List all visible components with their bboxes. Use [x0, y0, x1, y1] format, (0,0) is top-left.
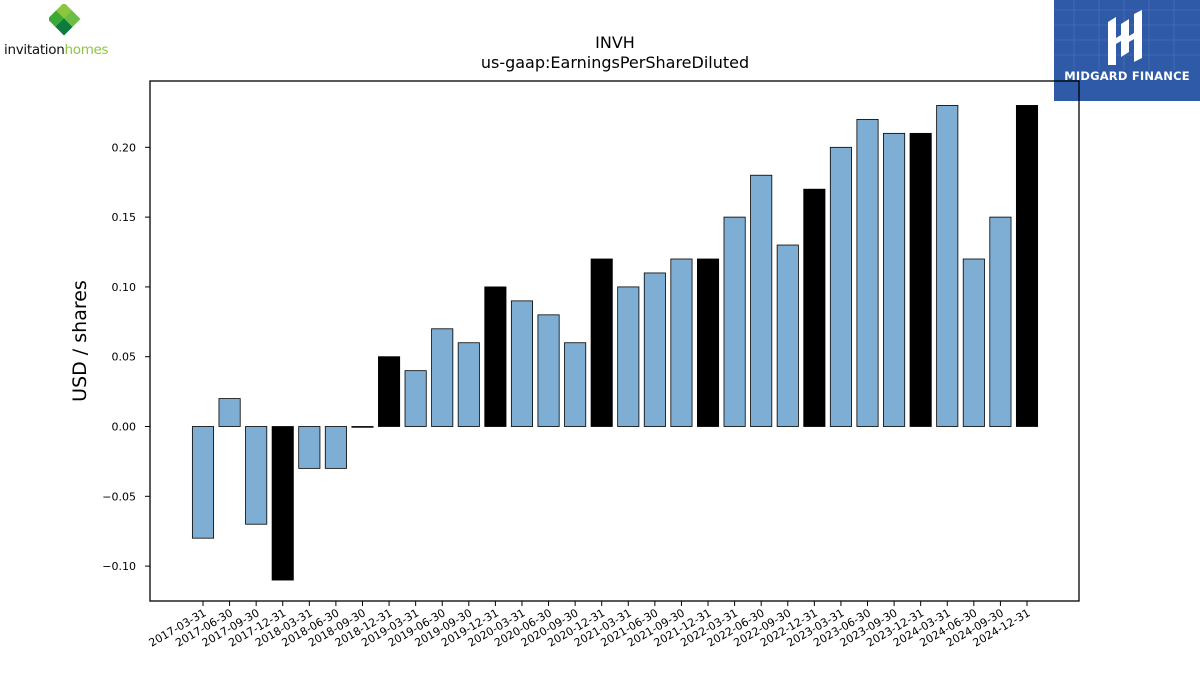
bar-2021-12-31 [697, 258, 720, 427]
bar-2019-09-30 [457, 342, 480, 427]
bar-2024-06-30 [962, 258, 985, 427]
plot-frame [149, 80, 1080, 602]
bar-2023-09-30 [883, 132, 906, 427]
bar-2017-09-30 [245, 426, 268, 525]
midgard-finance-logo: MIDGARD FINANCE [1054, 0, 1200, 101]
wordmark-homes: homes [64, 42, 109, 58]
bar-2022-03-31 [723, 216, 746, 427]
bar-2022-06-30 [750, 174, 773, 427]
y-tick-label: 0.20 [112, 141, 137, 154]
bar-2018-09-30 [351, 426, 374, 428]
bar-2019-03-31 [404, 370, 427, 427]
bar-2019-06-30 [431, 328, 454, 427]
bar-2019-12-31 [484, 286, 507, 427]
y-axis-ticks: −0.10 −0.05 0.00 0.05 0.10 0.15 0.20 [102, 141, 150, 573]
y-tick-label: 0.15 [112, 211, 137, 224]
bar-2018-12-31 [378, 356, 401, 427]
y-tick-label: 0.05 [112, 351, 137, 364]
bar-2021-06-30 [643, 272, 666, 427]
chart-title: INVH [595, 33, 635, 52]
bar-2024-09-30 [989, 216, 1012, 427]
invitation-homes-logo-mark-icon [49, 4, 81, 36]
invitation-homes-wordmark: invitationhomes [4, 42, 109, 58]
bar-2020-12-31 [590, 258, 613, 427]
bar-2017-12-31 [271, 426, 294, 581]
invitation-homes-logo: invitationhomes [4, 4, 134, 60]
bar-2021-09-30 [670, 258, 693, 427]
bar-2023-03-31 [829, 146, 852, 427]
chart-subtitle: us-gaap:EarningsPerShareDiluted [481, 53, 749, 72]
bar-2023-06-30 [856, 118, 879, 427]
wordmark-invitation: invitation [4, 42, 65, 58]
bar-2017-03-31 [191, 426, 215, 539]
bar-2024-12-31 [1015, 105, 1039, 427]
bar-2020-06-30 [537, 314, 560, 427]
y-tick-label: 0.10 [112, 281, 137, 294]
midgard-finance-wordmark: MIDGARD FINANCE [1064, 69, 1190, 83]
bar-2022-12-31 [803, 188, 826, 427]
midgard-finance-mark-icon [1054, 0, 1200, 70]
y-tick-label: −0.10 [102, 560, 136, 573]
bar-2020-03-31 [510, 300, 533, 427]
bar-2020-09-30 [564, 342, 587, 427]
bar-2018-06-30 [324, 426, 347, 469]
y-tick-label: 0.00 [112, 421, 137, 434]
bar-2023-12-31 [909, 132, 932, 427]
bar-2021-03-31 [617, 286, 640, 427]
bar-2024-03-31 [936, 105, 959, 427]
y-axis-label: USD / shares [69, 280, 91, 402]
bar-2022-09-30 [776, 244, 799, 427]
x-axis-ticks: 2017-03-312017-06-302017-09-302017-12-31… [147, 601, 1033, 650]
bar-2017-06-30 [218, 398, 241, 427]
bar-2018-03-31 [298, 426, 321, 469]
bars-layer [191, 105, 1039, 581]
y-tick-label: −0.05 [102, 490, 136, 503]
